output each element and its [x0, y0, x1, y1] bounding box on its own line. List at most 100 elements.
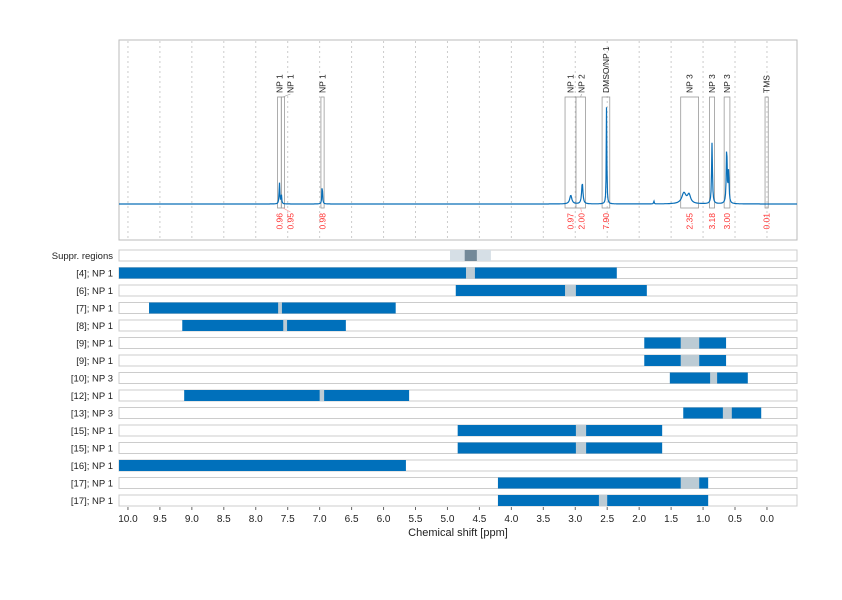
- integral-value: 0.98: [318, 213, 328, 230]
- row-track: [118, 389, 798, 402]
- row-label: [10]; NP 3: [71, 374, 113, 385]
- annotation-box: [764, 96, 769, 209]
- row-label: [6]; NP 1: [76, 286, 113, 297]
- row-track: [118, 477, 798, 489]
- spectrum-line: [119, 107, 797, 205]
- range-bar: [119, 460, 406, 471]
- annotation-label: NP 1: [274, 74, 284, 93]
- annotation-leader: [580, 93, 582, 98]
- annotation-label: NP 1: [565, 74, 575, 93]
- x-tick-label: 1.5: [664, 514, 678, 525]
- row-track: [118, 407, 798, 419]
- annotation-box: [601, 96, 611, 209]
- range-gap: [680, 355, 700, 366]
- grid: [127, 41, 768, 239]
- range-gap: [598, 495, 608, 506]
- range-bar: [683, 407, 762, 419]
- x-axis-title: Chemical shift [ppm]: [408, 527, 508, 539]
- row-label: [12]; NP 1: [71, 391, 113, 402]
- row-track: [118, 319, 798, 332]
- x-tick-label: 10.0: [118, 514, 138, 525]
- annotation-box: [709, 96, 715, 209]
- row-label: [13]; NP 3: [71, 409, 113, 420]
- row-label: [15]; NP 1: [71, 426, 113, 437]
- row-label: [17]; NP 1: [71, 496, 113, 507]
- integral-value: 2.35: [685, 213, 695, 230]
- row-track: [118, 354, 798, 367]
- annotation-label: TMS: [762, 75, 772, 93]
- annotation-boxes: NP 1 NP 1 NP 1 NP 1 NP 2 DMSO/NP 1 NP 3 NP 3 NP …: [274, 46, 772, 209]
- integral-value: 0.95: [285, 213, 295, 230]
- range-gap: [680, 477, 700, 489]
- x-tick-label: 8.5: [217, 514, 231, 525]
- x-tick-label: 5.0: [441, 514, 455, 525]
- range-bar: [455, 285, 647, 296]
- x-tick-label: 0.5: [728, 514, 742, 525]
- integral-value: 0.01: [762, 213, 772, 230]
- row-label: [17]; NP 1: [71, 479, 113, 490]
- range-bar: [119, 267, 617, 279]
- annotation-label: NP 1: [285, 74, 295, 93]
- x-tick-label: 9.0: [185, 514, 199, 525]
- integral-value: 0.96: [274, 213, 284, 230]
- x-axis: 10.0 9.5 9.0 8.5 8.0 7.5 7.0 6.5 6.0 5.5 5.0 4.5 4.0…: [118, 507, 774, 525]
- x-tick-label: 3.0: [568, 514, 582, 525]
- annotation-box: [723, 96, 731, 209]
- annotation-label: NP 3: [685, 74, 695, 93]
- range-rows: Suppr. regions [4]; NP 1 [6]; NP 1 [7]; NP …: [52, 249, 798, 507]
- range-gap: [465, 267, 475, 279]
- x-tick-label: 9.5: [153, 514, 167, 525]
- row-track: [118, 302, 798, 314]
- annotation-label: NP 1: [318, 74, 328, 93]
- row-label: [15]; NP 1: [71, 444, 113, 455]
- range-gap: [575, 442, 587, 454]
- range-bar: [457, 425, 663, 436]
- spectrum-panel: [118, 39, 798, 241]
- row-label: Suppr. regions: [52, 251, 114, 262]
- x-tick-label: 5.5: [409, 514, 423, 525]
- integral-value: 0.97: [565, 213, 575, 230]
- x-tick-label: 7.0: [313, 514, 327, 525]
- range-gap: [710, 372, 718, 384]
- range-bar: [149, 302, 396, 314]
- x-tick-label: 2.5: [600, 514, 614, 525]
- annotation-label: NP 2: [576, 74, 586, 93]
- row-label: [9]; NP 1: [76, 339, 113, 350]
- row-track: [118, 494, 798, 507]
- x-tick-label: 4.0: [504, 514, 518, 525]
- range-gap: [722, 407, 732, 419]
- row-label: [7]; NP 1: [76, 304, 113, 315]
- row-label: [9]; NP 1: [76, 356, 113, 367]
- range-gap: [565, 285, 576, 296]
- range-gap: [283, 320, 288, 331]
- x-tick-label: 7.5: [281, 514, 295, 525]
- annotation-box: [320, 96, 325, 209]
- range-bar: [184, 390, 410, 401]
- row-label: [4]; NP 1: [76, 269, 113, 280]
- row-label: [16]; NP 1: [71, 461, 113, 472]
- x-tick-label: 4.5: [472, 514, 486, 525]
- integral-leader: [580, 207, 582, 213]
- row-label: [8]; NP 1: [76, 321, 113, 332]
- range-bar: [182, 320, 346, 331]
- integral-leader: [282, 207, 291, 213]
- range-gap: [319, 390, 325, 401]
- integral-value: 7.90: [601, 213, 611, 230]
- x-tick-label: 6.5: [345, 514, 359, 525]
- annotation-label: NP 3: [707, 74, 717, 93]
- x-tick-label: 2.0: [632, 514, 646, 525]
- integral-value: 3.18: [707, 213, 717, 230]
- row-track: [118, 372, 798, 384]
- x-tick-label: 6.0: [377, 514, 391, 525]
- x-tick-label: 8.0: [249, 514, 263, 525]
- row-track: [118, 337, 798, 349]
- x-tick-label: 0.0: [760, 514, 774, 525]
- suppressed-region-core: [464, 250, 477, 261]
- annotation-label: DMSO/NP 1: [601, 46, 611, 93]
- annotation-label: NP 3: [722, 74, 732, 93]
- annotation-leader: [282, 93, 291, 98]
- annotation-box: [680, 96, 699, 209]
- range-gap: [575, 425, 587, 436]
- integral-value: 2.00: [576, 213, 586, 230]
